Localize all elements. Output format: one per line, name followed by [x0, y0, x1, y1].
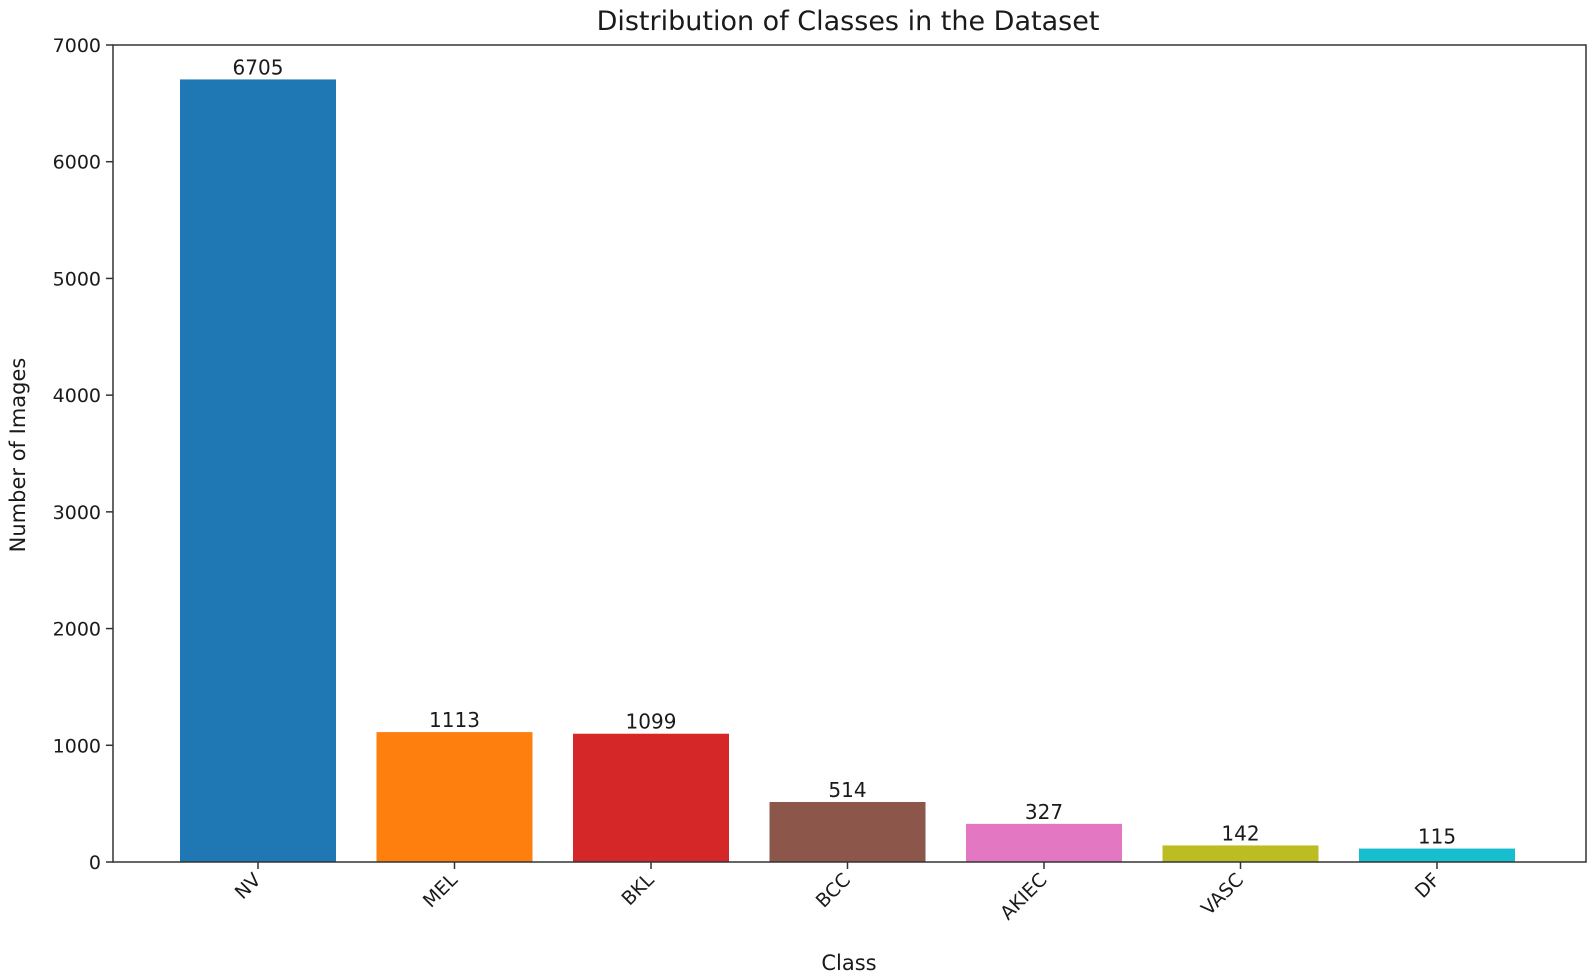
bar-nv — [180, 79, 336, 862]
x-tick-label-df: DF — [1411, 869, 1445, 903]
y-tick-label: 6000 — [53, 152, 101, 174]
plot-area-frame — [112, 44, 1587, 863]
y-tick-label: 1000 — [53, 735, 101, 757]
x-tick-label-akiec: AKIEC — [996, 869, 1051, 924]
bar-value-label-df: 115 — [1418, 825, 1456, 849]
bar-value-label-bkl: 1099 — [626, 710, 677, 734]
x-tick-label-bcc: BCC — [812, 869, 855, 912]
bar-value-label-vasc: 142 — [1221, 821, 1259, 845]
bar-value-label-bcc: 514 — [828, 778, 866, 802]
y-tick-label: 2000 — [53, 619, 101, 641]
bar-value-label-akiec: 327 — [1025, 800, 1063, 824]
bar-value-label-nv: 6705 — [233, 55, 284, 79]
bars-group — [180, 79, 1515, 862]
bar-bkl — [573, 733, 729, 862]
x-tick-label-vasc: VASC — [1197, 869, 1248, 920]
y-axis-label: Number of Images — [6, 358, 30, 553]
bar-vasc — [1162, 845, 1319, 862]
x-axis-label: Class — [821, 951, 876, 975]
bar-data-labels: 6705 1113 1099 514 327 142 115 — [233, 55, 1457, 848]
chart-title: Distribution of Classes in the Dataset — [597, 6, 1100, 37]
x-tick-label-bkl: BKL — [617, 869, 658, 910]
y-axis-ticks: 0 1000 2000 3000 4000 5000 6000 7000 — [53, 35, 113, 874]
bar-value-label-mel: 1113 — [429, 708, 480, 732]
bar-bcc — [769, 802, 926, 862]
y-tick-label: 4000 — [53, 385, 101, 407]
bar-mel — [376, 732, 533, 862]
y-tick-label: 7000 — [53, 35, 101, 57]
y-tick-label: 3000 — [53, 502, 101, 524]
x-axis-ticks: NV MEL BKL BCC AKIEC VASC DF — [231, 862, 1445, 924]
y-tick-label: 0 — [89, 852, 101, 874]
x-tick-label-nv: NV — [231, 869, 266, 904]
x-tick-label-mel: MEL — [419, 869, 462, 912]
bar-akiec — [966, 823, 1122, 862]
y-tick-label: 5000 — [53, 268, 101, 290]
bar-df — [1359, 848, 1515, 862]
